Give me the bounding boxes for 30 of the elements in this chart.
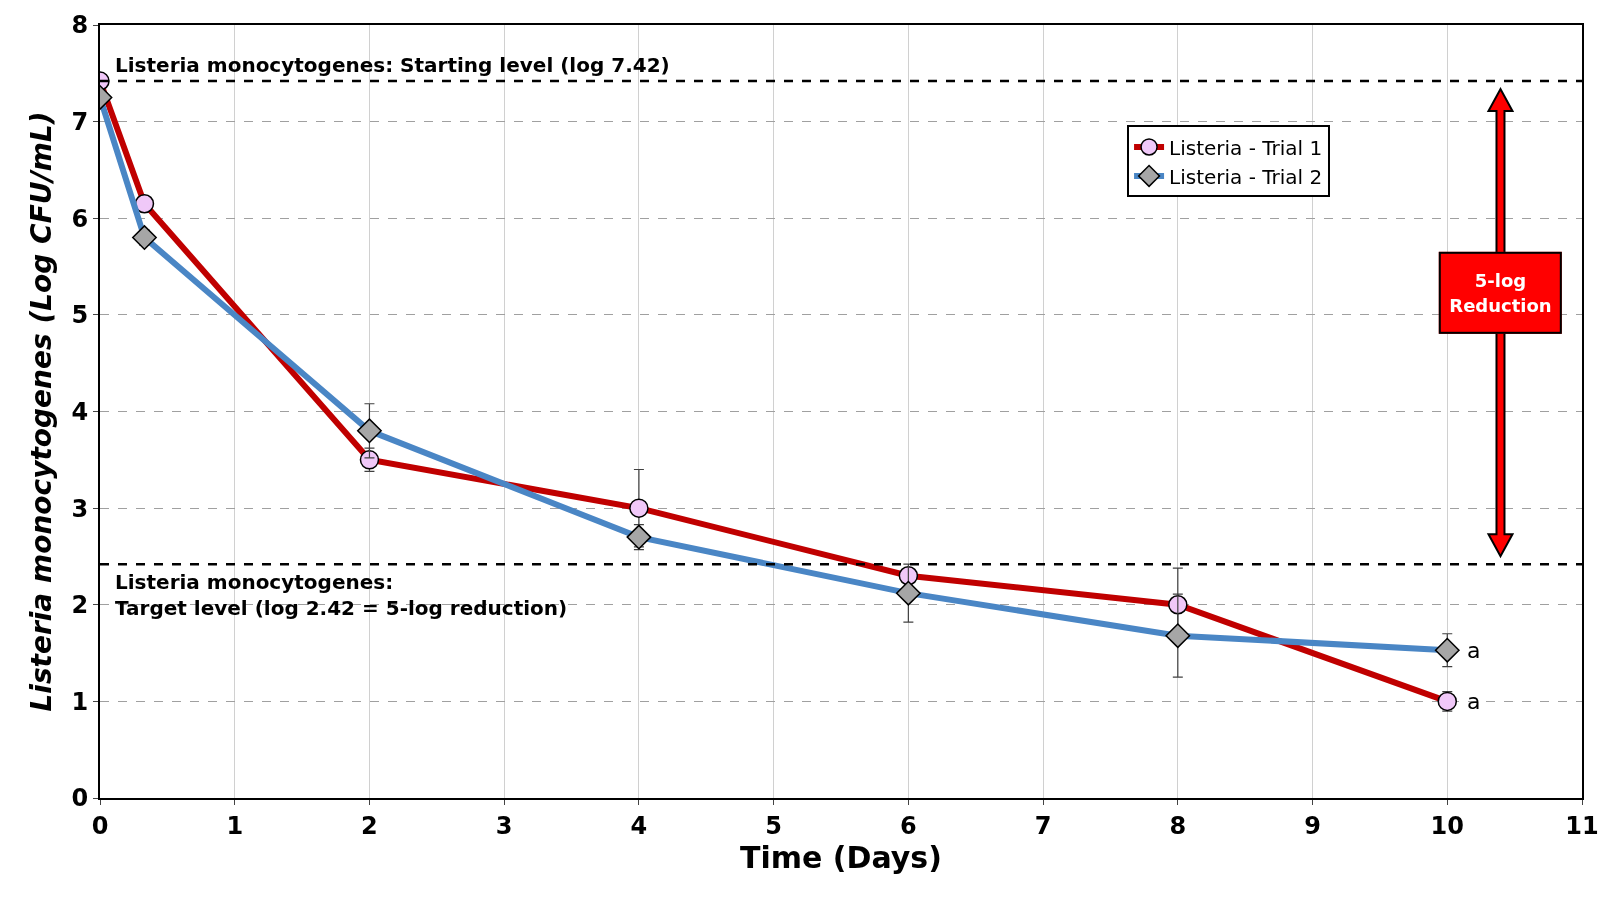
x-tick-label: 8 [1169, 811, 1187, 840]
x-tick-label: 0 [91, 811, 109, 840]
x-tick-label: 2 [361, 811, 378, 840]
x-tick-label: 5 [765, 811, 782, 840]
y-tick-label: 2 [71, 591, 89, 620]
annotation: a [1467, 689, 1481, 714]
y-tick-label: 7 [71, 108, 89, 137]
ref-line-label: Listeria monocytogenes: Starting level (log 7.42) [115, 53, 670, 77]
x-tick-label: 7 [1034, 811, 1052, 840]
x-tick-label: 11 [1565, 811, 1599, 840]
x-tick-label: 10 [1430, 811, 1464, 840]
x-tick-label: 3 [495, 811, 513, 840]
annotation: a [1467, 638, 1481, 663]
ref-line-label: Listeria monocytogenes: Target level (log 2.42 = 5-log reduction) [115, 570, 568, 620]
x-tick-label: 4 [630, 811, 648, 840]
y-tick-label: 6 [71, 204, 89, 233]
x-tick-label: 6 [900, 811, 917, 840]
annotation: 5-log Reduction [1439, 251, 1562, 334]
x-tick-label: 9 [1304, 811, 1321, 840]
y-axis-title: Listeria monocytogenes (Log CFU/mL) [24, 111, 58, 712]
y-tick-label: 5 [71, 301, 89, 330]
legend-label: Listeria - Trial 1 [1169, 135, 1323, 160]
y-tick-label: 1 [71, 687, 89, 716]
y-tick-label: 4 [71, 397, 89, 426]
x-axis-title: Time (Days) [740, 839, 942, 875]
x-tick-label: 1 [226, 811, 244, 840]
y-tick-label: 0 [71, 784, 89, 813]
y-tick-label: 3 [71, 494, 89, 523]
y-tick-label: 8 [71, 11, 89, 40]
legend-label: Listeria - Trial 2 [1169, 164, 1323, 189]
